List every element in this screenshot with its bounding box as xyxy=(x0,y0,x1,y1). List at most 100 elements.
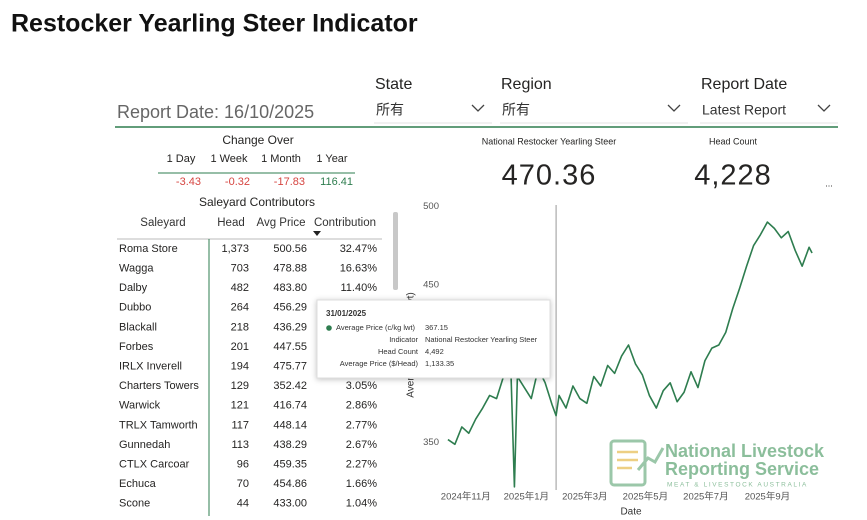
table-cell: Warwick xyxy=(119,400,161,412)
table-cell: 416.74 xyxy=(273,400,307,412)
change-value: -3.43 xyxy=(176,176,201,188)
logo-text: Reporting Service xyxy=(665,459,819,479)
x-tick-label: 2025年7月 xyxy=(683,491,728,503)
table-cell: 194 xyxy=(231,361,249,373)
change-value: 116.41 xyxy=(320,176,353,188)
table-cell: 433.00 xyxy=(273,498,307,510)
tooltip-box xyxy=(316,299,551,379)
kpi-value: 470.36 xyxy=(502,160,597,192)
filter-label: Report Date xyxy=(701,76,787,93)
column-header: 1 Month xyxy=(261,153,301,165)
table-cell: CTLX Carcoar xyxy=(119,459,190,471)
table-cell: Echuca xyxy=(119,478,157,490)
y-tick-label: 450 xyxy=(423,280,439,291)
tooltip-value: 4,492 xyxy=(425,347,444,356)
page-title: Restocker Yearling Steer Indicator xyxy=(11,10,418,38)
saleyard-table: Saleyard Contributors Saleyard Head Avg Pr… xyxy=(117,195,398,516)
x-tick-label: 2025年1月 xyxy=(504,491,549,503)
tooltip: 31/01/2025 Average Price (c/kg lwt) 367.15… xyxy=(316,299,551,379)
kpi-value: 4,228 xyxy=(694,160,772,192)
table-title: Saleyard Contributors xyxy=(199,195,315,209)
table-cell: 500.56 xyxy=(273,243,307,255)
table-cell: 482 xyxy=(231,282,249,294)
table-cell: 96 xyxy=(237,459,249,471)
filter-label: Region xyxy=(501,76,552,93)
table-cell: 447.55 xyxy=(273,341,307,353)
table-cell: 117 xyxy=(231,419,249,431)
table-cell: Dalby xyxy=(119,282,148,294)
y-tick-label: 500 xyxy=(423,201,439,212)
table-cell: 1.66% xyxy=(346,478,377,490)
table-cell: 1,373 xyxy=(221,243,249,255)
column-header[interactable]: Avg Price xyxy=(256,217,305,229)
dropdown-box[interactable] xyxy=(374,98,492,123)
table-cell: 352.42 xyxy=(273,380,307,392)
change-value: -0.32 xyxy=(225,176,250,188)
x-tick-label: 2025年3月 xyxy=(562,491,607,503)
x-tick-label: 2025年5月 xyxy=(623,491,668,503)
tooltip-value: National Restocker Yearling Steer xyxy=(425,335,538,344)
table-cell: 475.77 xyxy=(273,361,307,373)
tooltip-label: Average Price (c/kg lwt) xyxy=(336,323,416,332)
table-cell: 2.27% xyxy=(346,459,377,471)
table-cell: 121 xyxy=(231,400,249,412)
table-cell: 436.29 xyxy=(273,321,307,333)
tooltip-value: 367.15 xyxy=(425,323,448,332)
tooltip-label: Indicator xyxy=(389,335,418,344)
more-options[interactable]: ... xyxy=(825,178,833,188)
table-cell: 11.40% xyxy=(341,282,378,294)
table-cell: IRLX Inverell xyxy=(119,361,182,373)
sort-arrow[interactable] xyxy=(313,231,321,236)
table-cell: 201 xyxy=(231,341,249,353)
table-cell: 703 xyxy=(231,263,249,275)
table-cell: 218 xyxy=(231,321,249,333)
table-cell: 478.88 xyxy=(273,263,307,275)
logo: National Livestock Reporting Service MEA… xyxy=(609,439,825,489)
change-value: -17.83 xyxy=(274,176,305,188)
x-tick-label: 2024年11月 xyxy=(441,491,491,503)
table-cell: 448.14 xyxy=(273,419,307,431)
logo-text: MEAT & LIVESTOCK AUSTRALIA xyxy=(667,482,808,489)
y-tick-label: 350 xyxy=(423,437,439,448)
column-header: 1 Day xyxy=(167,153,196,165)
scrollbar[interactable] xyxy=(393,212,398,290)
column-header: 1 Week xyxy=(210,153,248,165)
column-header[interactable]: Head xyxy=(217,217,245,229)
table-cell: 264 xyxy=(231,302,249,314)
table-cell: 454.86 xyxy=(273,478,307,490)
dropdown[interactable]: Latest Report xyxy=(700,98,838,124)
dropdown-box[interactable] xyxy=(500,98,688,123)
table-cell: 44 xyxy=(237,498,249,510)
table-cell: Forbes xyxy=(119,341,154,353)
column-header[interactable]: Saleyard xyxy=(140,217,185,229)
table-cell: 438.29 xyxy=(273,439,307,451)
change-over: Change Over 1 Day -3.43 1 Week -0.32 1 Month… xyxy=(158,133,355,188)
table-cell: 113 xyxy=(231,439,249,451)
dropdown[interactable]: 所有 xyxy=(374,98,492,124)
tooltip-date: 31/01/2025 xyxy=(326,309,367,318)
tooltip-label: Head Count xyxy=(378,347,419,356)
table-cell: TRLX Tamworth xyxy=(119,419,198,431)
tooltip-value: 1,133.35 xyxy=(425,359,454,368)
kpi-label: Head Count xyxy=(709,136,758,146)
dropdown-value: 所有 xyxy=(502,102,530,118)
dropdown-value: 所有 xyxy=(376,102,404,118)
column-header[interactable]: Contribution xyxy=(314,217,376,229)
table-cell: 129 xyxy=(231,380,249,392)
logo-text: National Livestock xyxy=(665,441,825,461)
kpi-label: National Restocker Yearling Steer xyxy=(482,136,617,146)
table-cell: 459.35 xyxy=(273,459,307,471)
logo-icon xyxy=(609,439,647,487)
report-date: Report Date: 16/10/2025 xyxy=(117,102,314,122)
dropdown[interactable]: 所有 xyxy=(500,98,688,124)
table-cell: 32.47% xyxy=(340,243,378,255)
table-cell: 1.04% xyxy=(346,498,377,510)
chevron xyxy=(471,104,485,112)
logo-icon xyxy=(636,447,665,471)
chevron xyxy=(667,104,681,112)
table-cell: Charters Towers xyxy=(119,380,199,392)
change-title: Change Over xyxy=(222,133,293,147)
dropdown-box[interactable] xyxy=(700,98,838,123)
x-tick-label: 2025年9月 xyxy=(745,491,790,503)
